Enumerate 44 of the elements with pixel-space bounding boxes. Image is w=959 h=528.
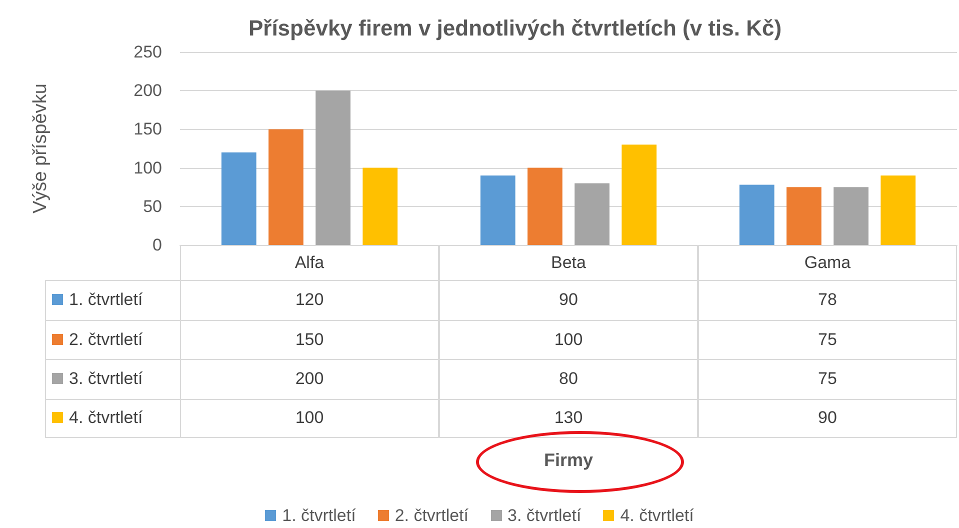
x-tick-label: Beta — [439, 245, 698, 280]
data-label: 150 — [180, 320, 439, 359]
data-label: 90 — [439, 280, 698, 320]
x-tick-label: Gama — [698, 245, 957, 280]
bar — [622, 144, 657, 245]
data-label: 80 — [439, 359, 698, 398]
legend-label: 2. čtvrtletí — [68, 330, 143, 350]
text: Firmy — [542, 450, 594, 471]
y-tick-label: 100 — [134, 158, 162, 178]
text: 3. čtvrtletí — [508, 506, 582, 525]
text: 4. čtvrtletí — [69, 408, 143, 428]
data-label: 200 — [180, 359, 439, 398]
data-label: 75 — [698, 359, 957, 398]
bar — [268, 129, 304, 245]
text: 2. čtvrtletí — [394, 506, 468, 525]
x-tick-label: Alfa — [180, 245, 439, 280]
data-label: 100 — [180, 398, 439, 438]
y-tick-label: 150 — [134, 120, 162, 139]
bar — [221, 152, 256, 245]
y-tick-label: 250 — [134, 42, 162, 62]
bar — [880, 176, 916, 245]
bar — [362, 168, 398, 245]
legend-label: 4. čtvrtletí — [619, 506, 694, 526]
bar — [574, 183, 610, 245]
data-label: 120 — [180, 280, 439, 320]
text: 1. čtvrtletí — [282, 506, 356, 525]
bar — [528, 168, 562, 245]
legend-label: 1. čtvrtletí — [68, 290, 143, 310]
legend-label: 3. čtvrtletí — [68, 369, 143, 390]
bar — [834, 187, 868, 245]
bar — [480, 176, 516, 245]
bar — [786, 187, 822, 245]
bar — [316, 90, 350, 245]
data-label: 78 — [698, 280, 957, 320]
y-tick-label: 50 — [143, 196, 162, 216]
data-label: 100 — [439, 320, 698, 359]
data-label: 75 — [698, 320, 957, 359]
data-label: 90 — [698, 398, 957, 438]
bar — [739, 184, 774, 245]
y-axis-title: Výše příspěvku — [30, 84, 51, 214]
y-tick-label: 0 — [152, 236, 162, 254]
data-label: 130 — [439, 398, 698, 438]
y-tick-label: 200 — [134, 81, 162, 100]
chart-title: Příspěvky firem v jednotlivých čtvrtletích (v tis. Kč) — [248, 16, 782, 40]
